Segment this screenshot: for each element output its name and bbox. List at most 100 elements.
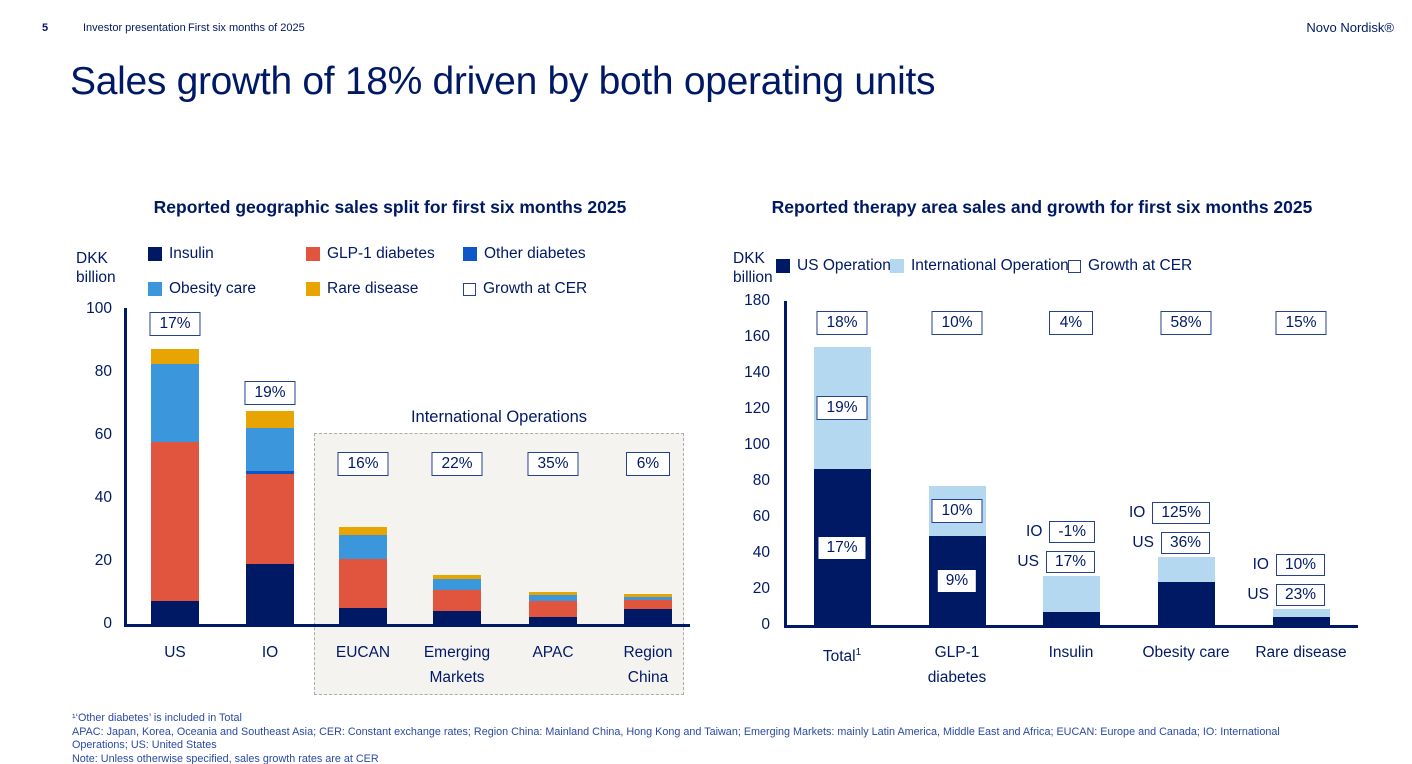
category-label: Rare disease <box>1255 644 1347 661</box>
bar-segment-glp-1-diabetes <box>151 442 199 602</box>
bar-segment-insulin <box>246 563 294 625</box>
legend-swatch-growth-at-cer <box>1068 259 1081 273</box>
legend-swatch-obesity-care <box>148 282 162 296</box>
segment-growth-value: 17% <box>1045 550 1095 573</box>
y-tick-label: 180 <box>744 292 770 309</box>
y-tick-label: 20 <box>752 580 770 597</box>
legend-label: Growth at CER <box>483 280 588 297</box>
bar-segment-insulin <box>339 607 387 625</box>
segment-growth-value: 10% <box>1275 553 1325 576</box>
growth-cer-box: 19% <box>244 381 296 405</box>
legend-label: Obesity care <box>169 280 257 297</box>
io-growth-label: 10% <box>931 498 983 523</box>
footnotes: ¹‘Other diabetes’ is included in Total A… <box>72 712 1382 764</box>
segment-prefix: US <box>1017 552 1039 570</box>
bar-segment-us-operations <box>1042 611 1100 626</box>
y-tick-label: 0 <box>761 616 770 633</box>
category-label: IO <box>261 644 279 661</box>
bar-segment-obesity-care <box>246 428 294 471</box>
legend-swatch-insulin <box>148 247 162 261</box>
segment-growth-io: IO -1% <box>1026 520 1095 543</box>
segment-growth-us: US 23% <box>1247 583 1325 606</box>
header-subsection: First six months of 2025 <box>188 22 305 34</box>
bar-segment-us-operations <box>1272 617 1330 626</box>
growth-cer-box: 18% <box>816 311 868 335</box>
left-y-axis-label: DKK billion <box>76 250 116 286</box>
legend-label: Growth at CER <box>1088 257 1193 274</box>
bar-segment-international-operations <box>1042 575 1100 612</box>
international-operations-label: International Operations <box>410 408 588 426</box>
legend-label: Other diabetes <box>484 245 586 262</box>
bar-segment-rare-disease <box>624 594 672 597</box>
y-tick-label: 40 <box>752 544 770 561</box>
right-y-axis-label: DKK billion <box>733 250 773 286</box>
bar-segment-obesity-care <box>624 596 672 600</box>
us-growth-label: 17% <box>818 536 866 559</box>
bar-segment-obesity-care <box>339 535 387 559</box>
bar-segment-glp-1-diabetes <box>339 558 387 608</box>
category-label: Region China <box>623 644 673 686</box>
y-tick-label: 160 <box>744 328 770 345</box>
io-growth-label: 19% <box>816 396 868 421</box>
growth-cer-box: 17% <box>149 312 201 336</box>
bar-segment-insulin <box>624 609 672 625</box>
y-tick-label: 140 <box>744 364 770 381</box>
legend-label: Rare disease <box>327 280 419 297</box>
bar-segment-insulin <box>433 610 481 625</box>
segment-prefix: IO <box>1026 522 1043 540</box>
legend-label: US Operations <box>797 257 899 274</box>
legend-swatch-other-diabetes <box>463 247 477 261</box>
legend-item-other-diabetes: Other diabetes <box>463 245 586 262</box>
growth-cer-box: 35% <box>527 452 579 476</box>
bar-segment-glp-1-diabetes <box>624 599 672 610</box>
legend-item-us-operations: US Operations <box>776 257 899 274</box>
segment-prefix: IO <box>1128 503 1146 521</box>
y-tick-label: 120 <box>744 400 770 417</box>
segment-growth-value: 23% <box>1275 583 1325 606</box>
brand-logo: Novo Nordisk® <box>1306 20 1394 35</box>
legend-item-glp1-diabetes: GLP-1 diabetes <box>306 245 435 262</box>
legend-item-growth-at-cer-right: Growth at CER <box>1068 257 1193 274</box>
legend-label: International Operations <box>911 257 1077 274</box>
bar-segment-insulin <box>529 617 577 625</box>
category-label: Insulin <box>1048 644 1094 661</box>
category-label: Obesity care <box>1142 644 1230 661</box>
growth-cer-box: 4% <box>1049 311 1093 335</box>
growth-cer-box: 6% <box>626 452 670 476</box>
segment-growth-us: US 17% <box>1017 550 1095 573</box>
segment-growth-value: 36% <box>1160 531 1210 554</box>
y-tick-label: 40 <box>94 489 112 506</box>
y-tick-label: 100 <box>86 300 112 317</box>
bar-segment-rare-disease <box>339 527 387 536</box>
bar-segment-glp-1-diabetes <box>433 590 481 611</box>
bar-segment-glp-1-diabetes <box>246 473 294 564</box>
growth-cer-box: 10% <box>931 311 983 335</box>
legend-swatch-international-operations <box>890 259 904 273</box>
legend-swatch-us-operations <box>776 259 790 273</box>
legend-swatch-growth-at-cer <box>463 282 476 296</box>
legend-swatch-glp1-diabetes <box>306 247 320 261</box>
footnote-line: APAC: Japan, Korea, Oceania and Southeas… <box>72 725 1280 738</box>
y-axis <box>784 301 787 628</box>
category-label: Total1 <box>822 647 862 666</box>
bar-segment-glp-1-diabetes <box>529 601 577 618</box>
segment-prefix: US <box>1247 585 1269 603</box>
segment-prefix: US <box>1132 533 1154 551</box>
x-axis <box>784 625 1358 628</box>
x-axis <box>124 624 690 627</box>
footnote-line: Operations; US: United States <box>72 739 217 752</box>
segment-growth-value: 125% <box>1152 501 1210 524</box>
segment-growth-us: US 36% <box>1132 531 1210 554</box>
bar-segment-international-operations <box>1157 556 1215 582</box>
y-tick-label: 60 <box>752 508 770 525</box>
legend-swatch-rare-disease <box>306 282 320 296</box>
growth-cer-box: 22% <box>431 452 483 476</box>
category-label: US <box>164 644 186 661</box>
header-section: Investor presentation <box>83 22 186 34</box>
bar-segment-rare-disease <box>529 591 577 596</box>
category-label: APAC <box>532 644 574 661</box>
y-axis <box>124 308 127 627</box>
legend-item-rare-disease: Rare disease <box>306 280 419 297</box>
bar-segment-rare-disease <box>433 574 481 580</box>
